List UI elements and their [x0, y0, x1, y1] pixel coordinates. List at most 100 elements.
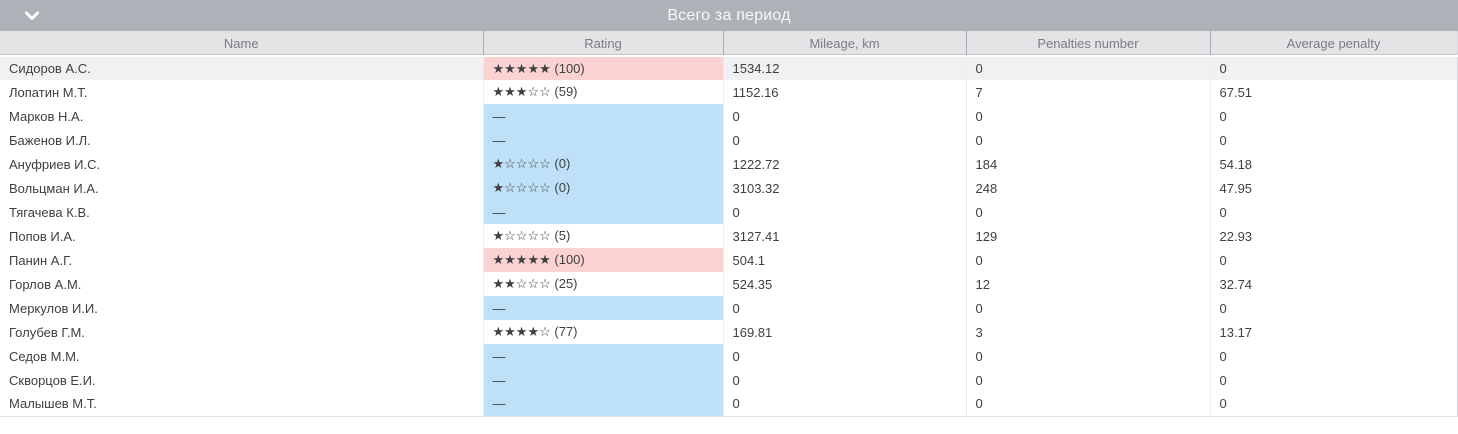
penalties-count-cell: 0 — [965, 248, 1210, 272]
average-penalty-cell: 0 — [1209, 392, 1457, 417]
average-penalty-cell: 54.18 — [1209, 152, 1457, 176]
rating-cell: ★★☆☆☆ (25) — [482, 272, 723, 296]
penalties-count-cell: 0 — [965, 128, 1210, 152]
table-row[interactable]: Попов И.А. ★☆☆☆☆ (5) 3127.41 129 22.93 — [0, 224, 1457, 248]
mileage-cell: 524.35 — [722, 272, 966, 296]
penalties-count-cell: 0 — [965, 104, 1210, 128]
driver-name-cell: Скворцов Е.И. — [0, 368, 483, 392]
penalties-count-cell: 0 — [965, 296, 1210, 320]
average-penalty-cell: 22.93 — [1209, 224, 1457, 248]
table-row[interactable]: Малышев М.Т. —0 0 0 — [0, 392, 1457, 417]
table-header-row: Name Rating Mileage, km Penalties number… — [0, 31, 1457, 57]
penalties-count-cell: 248 — [965, 176, 1210, 200]
panel-titlebar: Всего за период — [0, 0, 1458, 31]
mileage-cell: 3103.32 — [722, 176, 966, 200]
average-penalty-cell: 67.51 — [1209, 80, 1457, 104]
table-row[interactable]: Горлов А.М. ★★☆☆☆ (25) 524.35 12 32.74 — [0, 272, 1457, 296]
column-header-penalties[interactable]: Penalties number — [965, 31, 1210, 57]
driver-name-cell: Ануфриев И.С. — [0, 152, 483, 176]
average-penalty-cell: 13.17 — [1209, 320, 1457, 344]
average-penalty-cell: 47.95 — [1209, 176, 1457, 200]
mileage-cell: 0 — [722, 368, 966, 392]
table-row[interactable]: Ануфриев И.С. ★☆☆☆☆ (0) 1222.72 184 54.18 — [0, 152, 1457, 176]
average-penalty-cell: 0 — [1209, 128, 1457, 152]
penalties-count-cell: 129 — [965, 224, 1210, 248]
table-row[interactable]: Скворцов Е.И. —0 0 0 — [0, 368, 1457, 392]
driver-name-cell: Марков Н.А. — [0, 104, 483, 128]
table-row[interactable]: Вольцман И.А. ★☆☆☆☆ (0) 3103.32 248 47.95 — [0, 176, 1457, 200]
driver-name-cell: Лопатин М.Т. — [0, 80, 483, 104]
rating-cell: — — [482, 128, 723, 152]
rating-cell: ★★★☆☆ (59) — [482, 80, 723, 104]
table-row[interactable]: Меркулов И.И. —0 0 0 — [0, 296, 1457, 320]
driver-name-cell: Баженов И.Л. — [0, 128, 483, 152]
mileage-cell: 1534.12 — [722, 56, 966, 80]
average-penalty-cell: 0 — [1209, 296, 1457, 320]
rating-cell: — — [482, 296, 723, 320]
driver-name-cell: Горлов А.М. — [0, 272, 483, 296]
average-penalty-cell: 32.74 — [1209, 272, 1457, 296]
rating-cell: ★★★★★ (100) — [482, 56, 723, 80]
penalties-count-cell: 0 — [965, 368, 1210, 392]
average-penalty-cell: 0 — [1209, 368, 1457, 392]
rating-cell: ★☆☆☆☆ (0) — [482, 152, 723, 176]
table-row[interactable]: Лопатин М.Т. ★★★☆☆ (59) 1152.16 7 67.51 — [0, 80, 1457, 104]
penalties-count-cell: 12 — [965, 272, 1210, 296]
driver-name-cell: Тягачева К.В. — [0, 200, 483, 224]
driver-name-cell: Панин А.Г. — [0, 248, 483, 272]
rating-cell: ★☆☆☆☆ (5) — [482, 224, 723, 248]
penalties-count-cell: 7 — [965, 80, 1210, 104]
panel-title: Всего за период — [667, 6, 791, 24]
rating-cell: — — [482, 344, 723, 368]
mileage-cell: 0 — [722, 128, 966, 152]
mileage-cell: 169.81 — [722, 320, 966, 344]
penalties-count-cell: 0 — [965, 392, 1210, 417]
table-row[interactable]: Тягачева К.В. —0 0 0 — [0, 200, 1457, 224]
rating-cell: — — [482, 392, 723, 417]
rating-cell: ★★★★★ (100) — [482, 248, 723, 272]
average-penalty-cell: 0 — [1209, 56, 1457, 80]
mileage-cell: 0 — [722, 104, 966, 128]
penalties-count-cell: 184 — [965, 152, 1210, 176]
driver-name-cell: Седов М.М. — [0, 344, 483, 368]
mileage-cell: 0 — [722, 296, 966, 320]
penalties-count-cell: 0 — [965, 56, 1210, 80]
driver-name-cell: Сидоров А.С. — [0, 56, 483, 80]
average-penalty-cell: 0 — [1209, 200, 1457, 224]
table-row[interactable]: Голубев Г.М. ★★★★☆ (77) 169.81 3 13.17 — [0, 320, 1457, 344]
column-header-average-penalty[interactable]: Average penalty — [1209, 31, 1457, 57]
driver-name-cell: Меркулов И.И. — [0, 296, 483, 320]
rating-cell: ★☆☆☆☆ (0) — [482, 176, 723, 200]
rating-cell: — — [482, 200, 723, 224]
chevron-down-icon — [24, 11, 40, 21]
mileage-cell: 1222.72 — [722, 152, 966, 176]
penalties-count-cell: 0 — [965, 200, 1210, 224]
driver-name-cell: Голубев Г.М. — [0, 320, 483, 344]
collapse-panel-button[interactable] — [20, 0, 44, 31]
column-header-name[interactable]: Name — [0, 31, 483, 57]
table-row[interactable]: Седов М.М. —0 0 0 — [0, 344, 1457, 368]
table-row[interactable]: Панин А.Г. ★★★★★ (100) 504.1 0 0 — [0, 248, 1457, 272]
mileage-cell: 1152.16 — [722, 80, 966, 104]
driver-name-cell: Вольцман И.А. — [0, 176, 483, 200]
average-penalty-cell: 0 — [1209, 344, 1457, 368]
mileage-cell: 0 — [722, 392, 966, 417]
column-header-rating[interactable]: Rating — [482, 31, 723, 57]
average-penalty-cell: 0 — [1209, 104, 1457, 128]
mileage-cell: 0 — [722, 200, 966, 224]
column-header-mileage[interactable]: Mileage, km — [722, 31, 966, 57]
rating-cell: — — [482, 104, 723, 128]
table-body: Сидоров А.С. ★★★★★ (100) 1534.12 0 0 Лопатин … — [0, 56, 1457, 417]
mileage-cell: 3127.41 — [722, 224, 966, 248]
penalties-count-cell: 3 — [965, 320, 1210, 344]
average-penalty-cell: 0 — [1209, 248, 1457, 272]
rating-cell: ★★★★☆ (77) — [482, 320, 723, 344]
driver-name-cell: Попов И.А. — [0, 224, 483, 248]
penalties-count-cell: 0 — [965, 344, 1210, 368]
table-row[interactable]: Сидоров А.С. ★★★★★ (100) 1534.12 0 0 — [0, 56, 1457, 80]
rating-cell: — — [482, 368, 723, 392]
table-row[interactable]: Марков Н.А. —0 0 0 — [0, 104, 1457, 128]
table-row[interactable]: Баженов И.Л. —0 0 0 — [0, 128, 1457, 152]
drivers-summary-table: Name Rating Mileage, km Penalties number… — [0, 31, 1458, 417]
